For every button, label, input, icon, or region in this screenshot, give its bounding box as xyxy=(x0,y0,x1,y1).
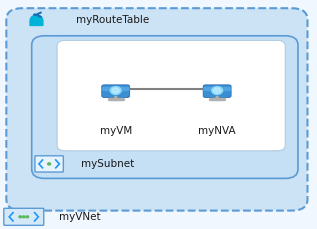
FancyBboxPatch shape xyxy=(102,85,130,98)
Text: myVNet: myVNet xyxy=(59,211,100,221)
Circle shape xyxy=(19,216,22,218)
Circle shape xyxy=(30,16,42,25)
Text: myVM: myVM xyxy=(100,126,132,136)
Circle shape xyxy=(110,87,121,95)
Circle shape xyxy=(23,216,25,218)
FancyBboxPatch shape xyxy=(102,87,130,92)
Circle shape xyxy=(112,89,119,94)
Circle shape xyxy=(212,87,223,95)
Circle shape xyxy=(214,89,221,94)
Text: myRouteTable: myRouteTable xyxy=(76,14,149,25)
FancyBboxPatch shape xyxy=(6,9,307,211)
FancyBboxPatch shape xyxy=(4,208,44,225)
FancyBboxPatch shape xyxy=(35,156,63,172)
Text: myNVA: myNVA xyxy=(198,126,236,136)
FancyBboxPatch shape xyxy=(203,87,231,92)
FancyBboxPatch shape xyxy=(29,21,44,27)
FancyBboxPatch shape xyxy=(57,41,285,151)
Circle shape xyxy=(26,216,29,218)
FancyBboxPatch shape xyxy=(203,85,231,98)
FancyBboxPatch shape xyxy=(32,37,298,179)
Text: mySubnet: mySubnet xyxy=(81,159,134,169)
Circle shape xyxy=(48,163,51,165)
